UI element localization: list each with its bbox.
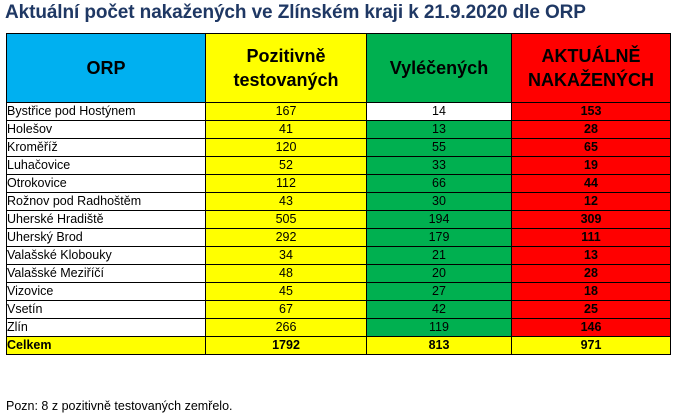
cell-orp: Rožnov pod Radhoštěm (6, 192, 206, 211)
table-body: Bystřice pod Hostýnem 167 14 153 Holešov 41 13… (6, 102, 671, 337)
cell-positive: 120 (205, 138, 367, 157)
cell-recovered: 179 (366, 228, 512, 247)
cell-active: 13 (511, 246, 671, 265)
table-row: Uherský Brod 292 179 111 (6, 228, 671, 247)
table-header-row: ORP Pozitivně testovaných Vyléčených AKT… (6, 33, 671, 103)
table-row: Kroměříž 120 55 65 (6, 138, 671, 157)
cell-positive: 34 (205, 246, 367, 265)
cell-active: 309 (511, 210, 671, 229)
column-header-positive-line1: Pozitivně (246, 46, 326, 66)
total-recovered: 813 (366, 336, 512, 355)
cell-orp: Holešov (6, 120, 206, 139)
column-header-recovered-label: Vyléčených (389, 58, 489, 78)
column-header-positive: Pozitivně testovaných (205, 33, 367, 103)
cell-recovered: 20 (366, 264, 512, 283)
cell-positive: 48 (205, 264, 367, 283)
table-row: Rožnov pod Radhoštěm 43 30 12 (6, 192, 671, 211)
column-header-orp: ORP (6, 33, 206, 103)
table-row: Holešov 41 13 28 (6, 120, 671, 139)
total-positive: 1792 (205, 336, 367, 355)
cell-recovered: 21 (366, 246, 512, 265)
cell-active: 111 (511, 228, 671, 247)
cell-orp: Valašské Klobouky (6, 246, 206, 265)
column-header-active: AKTUÁLNĚ NAKAŽENÝCH (511, 33, 671, 103)
cell-recovered: 66 (366, 174, 512, 193)
cell-recovered: 119 (366, 318, 512, 337)
cell-active: 44 (511, 174, 671, 193)
table-row: Zlín 266 119 146 (6, 318, 671, 337)
cell-recovered: 33 (366, 156, 512, 175)
cell-orp: Otrokovice (6, 174, 206, 193)
cell-orp: Vsetín (6, 300, 206, 319)
cell-active: 18 (511, 282, 671, 301)
cell-positive: 45 (205, 282, 367, 301)
column-header-orp-label: ORP (86, 58, 126, 78)
cell-recovered: 42 (366, 300, 512, 319)
table-row: Valašské Klobouky 34 21 13 (6, 246, 671, 265)
cell-recovered: 194 (366, 210, 512, 229)
cell-positive: 52 (205, 156, 367, 175)
orp-table: ORP Pozitivně testovaných Vyléčených AKT… (6, 33, 671, 355)
cell-recovered: 13 (366, 120, 512, 139)
cell-active: 28 (511, 120, 671, 139)
footnote: Pozn: 8 z pozitivně testovaných zemřelo. (6, 399, 233, 413)
cell-active: 153 (511, 102, 671, 121)
cell-active: 12 (511, 192, 671, 211)
cell-recovered: 55 (366, 138, 512, 157)
total-row: Celkem 1792 813 971 (6, 336, 671, 355)
total-label: Celkem (6, 336, 206, 355)
cell-orp: Uherské Hradiště (6, 210, 206, 229)
cell-active: 28 (511, 264, 671, 283)
table-row: Valašské Meziříčí 48 20 28 (6, 264, 671, 283)
cell-orp: Luhačovice (6, 156, 206, 175)
cell-active: 146 (511, 318, 671, 337)
cell-positive: 505 (205, 210, 367, 229)
cell-positive: 43 (205, 192, 367, 211)
cell-active: 65 (511, 138, 671, 157)
cell-orp: Uherský Brod (6, 228, 206, 247)
cell-active: 19 (511, 156, 671, 175)
cell-recovered: 14 (366, 102, 512, 121)
table-row: Vizovice 45 27 18 (6, 282, 671, 301)
cell-positive: 292 (205, 228, 367, 247)
cell-recovered: 27 (366, 282, 512, 301)
column-header-recovered: Vyléčených (366, 33, 512, 103)
table-row: Vsetín 67 42 25 (6, 300, 671, 319)
column-header-active-line2: NAKAŽENÝCH (528, 70, 654, 90)
cell-orp: Zlín (6, 318, 206, 337)
table-row: Luhačovice 52 33 19 (6, 156, 671, 175)
table-row: Otrokovice 112 66 44 (6, 174, 671, 193)
cell-positive: 67 (205, 300, 367, 319)
column-header-positive-line2: testovaných (233, 70, 339, 90)
column-header-active-line1: AKTUÁLNĚ (541, 46, 641, 66)
cell-positive: 167 (205, 102, 367, 121)
cell-orp: Valašské Meziříčí (6, 264, 206, 283)
cell-recovered: 30 (366, 192, 512, 211)
page-title: Aktuální počet nakažených ve Zlínském kr… (5, 2, 586, 23)
cell-orp: Vizovice (6, 282, 206, 301)
cell-orp: Bystřice pod Hostýnem (6, 102, 206, 121)
cell-positive: 112 (205, 174, 367, 193)
total-active: 971 (511, 336, 671, 355)
cell-orp: Kroměříž (6, 138, 206, 157)
table-row: Bystřice pod Hostýnem 167 14 153 (6, 102, 671, 121)
table-row: Uherské Hradiště 505 194 309 (6, 210, 671, 229)
cell-positive: 41 (205, 120, 367, 139)
cell-positive: 266 (205, 318, 367, 337)
cell-active: 25 (511, 300, 671, 319)
